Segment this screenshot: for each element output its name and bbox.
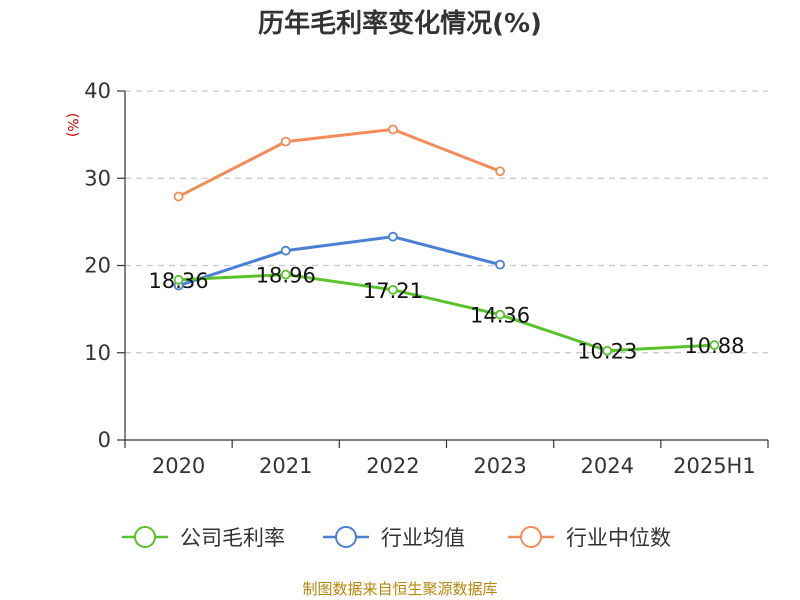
y-tick-label: 20 [84, 254, 111, 278]
legend[interactable]: 公司毛利率 行业均值 行业中位数 [122, 526, 671, 550]
data-point[interactable] [388, 124, 398, 135]
axes: 0 10 20 30 40 2020 2021 2022 2023 2024 2025H1 [84, 79, 769, 478]
data-labels: 18.36 18.96 17.21 14.36 10.23 10.88 [149, 264, 745, 364]
gridlines [125, 90, 768, 354]
data-label: 18.96 [256, 264, 316, 288]
series-layer [173, 124, 720, 356]
source-note: 制图数据来自恒生聚源数据库 [302, 580, 497, 598]
legend-swatch-marker [335, 526, 357, 548]
x-tick-label: 2021 [259, 454, 312, 478]
y-tick-label: 30 [84, 166, 111, 190]
series-line-1 [178, 235, 501, 287]
data-point[interactable] [495, 166, 505, 177]
y-tick-label: 10 [84, 341, 111, 365]
data-label: 10.23 [577, 340, 637, 364]
legend-item[interactable]: 行业中位数 [508, 526, 671, 550]
data-point[interactable] [173, 274, 184, 285]
x-tick-label: 2022 [366, 454, 419, 478]
data-point[interactable] [388, 284, 398, 295]
x-tick-label: 2024 [581, 454, 634, 478]
data-label: 18.36 [149, 269, 209, 293]
data-point[interactable] [388, 231, 398, 242]
legend-label: 行业均值 [381, 526, 465, 550]
y-tick-label: 0 [98, 428, 111, 452]
data-label: 10.88 [684, 334, 744, 358]
series-line-0 [178, 273, 715, 353]
data-point[interactable] [602, 345, 613, 356]
data-label: 17.21 [363, 279, 423, 303]
data-point[interactable] [709, 340, 720, 350]
data-point[interactable] [495, 259, 505, 270]
x-tick-label: 2023 [473, 454, 526, 478]
legend-label: 行业中位数 [566, 526, 671, 550]
y-axis-unit: (%) [64, 113, 80, 137]
data-point[interactable] [280, 245, 291, 256]
data-point[interactable] [280, 269, 291, 280]
x-tick-label: 2025H1 [673, 454, 756, 478]
legend-swatch-marker [520, 526, 542, 548]
legend-label: 公司毛利率 [180, 526, 285, 550]
data-point[interactable] [495, 309, 505, 320]
chart-title: 历年毛利率变化情况(%) [258, 8, 542, 39]
legend-swatch-marker [134, 526, 156, 548]
series-line-2 [177, 127, 501, 198]
data-point[interactable] [173, 191, 184, 202]
x-tick-label: 2020 [152, 454, 205, 478]
y-tick-label: 40 [84, 79, 111, 103]
legend-item[interactable]: 行业均值 [323, 526, 465, 550]
data-point[interactable] [280, 136, 291, 147]
data-label: 14.36 [470, 304, 530, 328]
legend-item[interactable]: 公司毛利率 [122, 526, 285, 550]
